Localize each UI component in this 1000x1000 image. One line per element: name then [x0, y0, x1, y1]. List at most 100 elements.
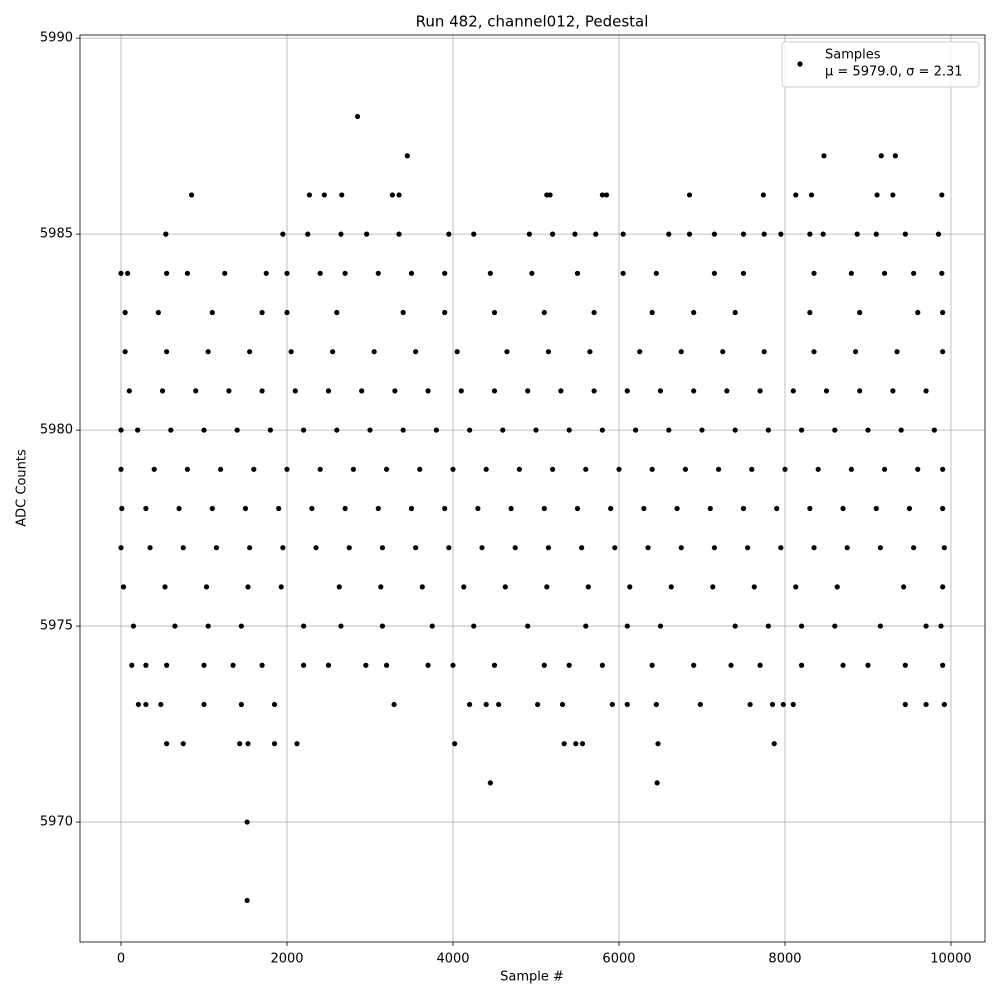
data-point — [164, 741, 170, 747]
data-point — [682, 466, 688, 472]
data-point — [732, 309, 738, 316]
data-point — [122, 349, 128, 355]
data-point — [657, 623, 664, 629]
data-point — [691, 388, 697, 394]
data-point — [609, 701, 615, 708]
data-point — [408, 270, 415, 276]
data-point — [491, 662, 498, 668]
data-point — [487, 270, 493, 276]
data-point — [278, 584, 284, 590]
data-point — [180, 545, 186, 551]
data-point — [854, 231, 860, 237]
data-point — [798, 662, 805, 668]
data-point — [691, 309, 697, 316]
data-point — [941, 545, 947, 551]
data-point — [649, 466, 655, 472]
data-point — [452, 741, 458, 747]
data-point — [118, 466, 124, 472]
data-point — [649, 309, 655, 316]
data-point — [217, 466, 224, 472]
data-point — [931, 427, 937, 433]
data-point — [516, 466, 522, 472]
data-point — [267, 427, 273, 433]
y-tick-label: 5975 — [40, 619, 73, 634]
x-tick-label: 2000 — [270, 952, 303, 967]
data-point — [288, 349, 294, 355]
data-point — [226, 388, 232, 394]
data-point — [118, 270, 124, 276]
data-point — [732, 623, 738, 629]
x-tick-label: 6000 — [602, 952, 635, 967]
data-point — [760, 192, 766, 198]
data-point — [697, 701, 703, 708]
data-point — [135, 701, 142, 708]
data-point — [367, 427, 373, 433]
data-point — [844, 545, 850, 551]
data-point — [710, 584, 716, 590]
data-point — [306, 192, 313, 198]
data-point — [691, 662, 697, 668]
data-point — [587, 349, 593, 355]
data-point — [599, 427, 605, 433]
chart-title: Run 482, channel012, Pedestal — [416, 13, 649, 31]
data-point — [237, 741, 243, 747]
data-point — [603, 192, 610, 198]
data-point — [911, 270, 917, 276]
data-point — [807, 309, 813, 316]
data-point — [300, 623, 307, 629]
data-point — [487, 780, 493, 786]
data-point — [873, 505, 879, 512]
x-tick-label: 4000 — [436, 952, 469, 967]
data-point — [213, 545, 220, 551]
data-point — [923, 388, 929, 394]
data-point — [585, 584, 591, 590]
data-point — [815, 466, 821, 472]
data-point — [526, 231, 532, 237]
data-point — [699, 427, 705, 433]
legend-marker — [797, 61, 803, 67]
data-point — [143, 701, 149, 708]
data-point — [940, 662, 946, 668]
data-point — [305, 231, 311, 237]
data-point — [450, 662, 456, 668]
data-point — [400, 309, 406, 316]
data-point — [317, 466, 323, 472]
data-point — [172, 623, 178, 629]
data-point — [591, 309, 597, 316]
legend-label: Samples — [825, 48, 881, 63]
data-point — [678, 545, 684, 551]
data-point — [126, 388, 132, 394]
data-point — [938, 623, 944, 629]
data-point — [168, 427, 174, 433]
data-point — [545, 349, 552, 355]
data-point — [798, 427, 805, 433]
data-point — [668, 584, 674, 590]
data-point — [321, 192, 327, 198]
data-point — [574, 505, 581, 512]
y-tick-label: 5985 — [40, 227, 73, 242]
data-point — [549, 466, 556, 472]
data-point — [259, 309, 265, 316]
data-point — [245, 584, 251, 590]
data-point — [120, 584, 127, 590]
data-point — [790, 701, 796, 708]
data-point — [583, 623, 589, 629]
data-point — [940, 309, 946, 316]
legend: Samples μ = 5979.0, σ = 2.31 — [781, 41, 980, 88]
data-point — [840, 505, 846, 512]
data-point — [857, 309, 863, 316]
data-point — [686, 231, 693, 237]
data-point — [612, 545, 618, 551]
data-point — [593, 231, 599, 237]
data-point — [383, 662, 390, 668]
data-point — [442, 270, 448, 276]
data-point — [396, 192, 402, 198]
data-point — [193, 388, 199, 394]
data-point — [419, 584, 425, 590]
data-point — [941, 701, 947, 708]
data-point — [535, 701, 541, 708]
data-point — [346, 545, 352, 551]
data-point — [890, 388, 896, 394]
data-point — [894, 349, 900, 355]
data-point — [342, 505, 348, 512]
